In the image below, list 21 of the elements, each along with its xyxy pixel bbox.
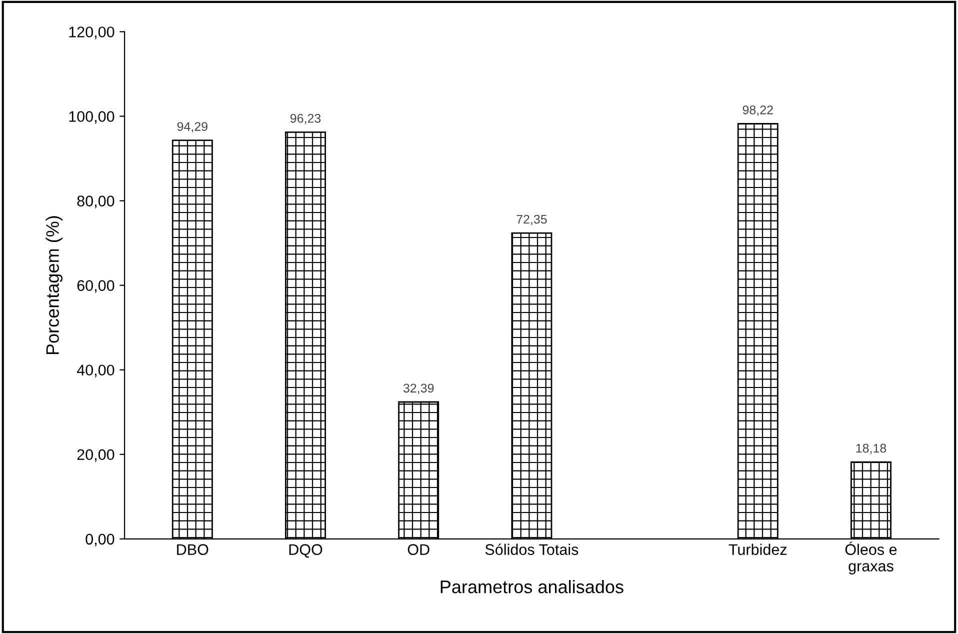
y-tick-label: 60,00 [77, 280, 114, 293]
data-label: 32,39 [403, 384, 434, 394]
x-tick-label: DQO [289, 544, 322, 558]
y-tick-label: 120,00 [69, 26, 114, 40]
y-tick-label: 0,00 [86, 534, 114, 546]
data-label: 18,18 [856, 444, 886, 454]
y-tick-label: 40,00 [76, 364, 114, 378]
x-tick-label: Óleos e graxas [845, 542, 897, 574]
x-tick-label: Sólidos Totais [485, 544, 578, 555]
x-axis-title: Parametros analisados [440, 580, 624, 594]
x-tick-label: Turbidez [728, 544, 787, 555]
y-tick-label: 100,00 [69, 111, 114, 124]
data-label: 72,35 [516, 214, 547, 226]
y-tick-label: 80,00 [77, 196, 114, 208]
data-label: 96,23 [290, 114, 321, 124]
y-tick-label: 20,00 [77, 449, 114, 462]
x-tick-label: OD [408, 544, 430, 555]
data-label: 98,22 [742, 105, 773, 116]
data-label: 94,29 [177, 122, 208, 132]
x-tick-label: DBO [177, 544, 208, 555]
y-axis-title: Porcentagem (%) [46, 216, 63, 354]
